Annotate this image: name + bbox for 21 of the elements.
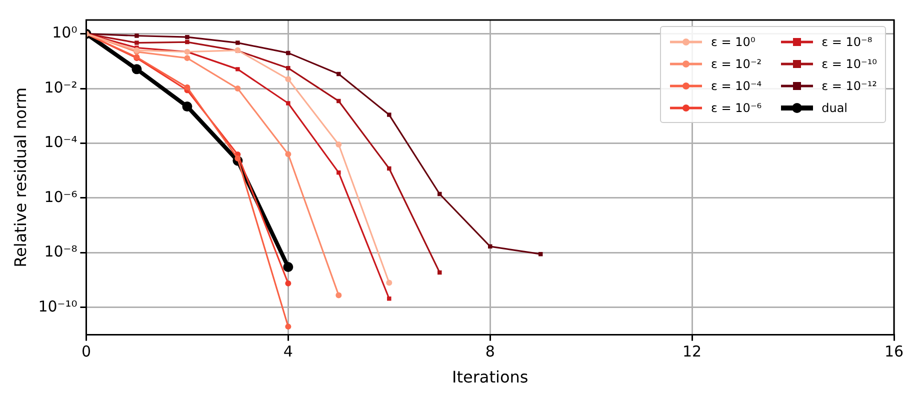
- y-tick-label: 10⁻⁶: [44, 188, 78, 206]
- x-tick-label: 0: [81, 342, 92, 361]
- x-tick-label: 12: [682, 342, 702, 361]
- y-axis-title: Relative residual norm: [10, 87, 30, 268]
- x-tick-label: 8: [485, 342, 495, 361]
- legend-label: ε = 10⁻⁸: [822, 34, 872, 48]
- y-tick-label: 10⁻⁸: [44, 242, 78, 261]
- legend-label: ε = 10⁻²: [711, 56, 762, 70]
- y-tick-label: 10⁻²: [44, 78, 78, 96]
- legend-label: ε = 10⁻⁶: [711, 100, 762, 114]
- legend-label: ε = 10⁻¹⁰: [822, 56, 877, 70]
- legend-label: dual: [822, 100, 848, 114]
- legend-label: ε = 10⁻⁴: [711, 78, 762, 92]
- x-axis-title: Iterations: [452, 368, 528, 387]
- y-tick-label: 10⁻⁴: [44, 133, 78, 152]
- x-tick-label: 16: [884, 342, 904, 361]
- legend-label: ε = 10⁰: [711, 34, 756, 48]
- y-tick-label: 10⁻¹⁰: [38, 297, 78, 316]
- x-tick-label: 4: [283, 342, 293, 361]
- legend-label: ε = 10⁻¹²: [822, 78, 877, 92]
- y-tick-label: 10⁰: [52, 24, 78, 42]
